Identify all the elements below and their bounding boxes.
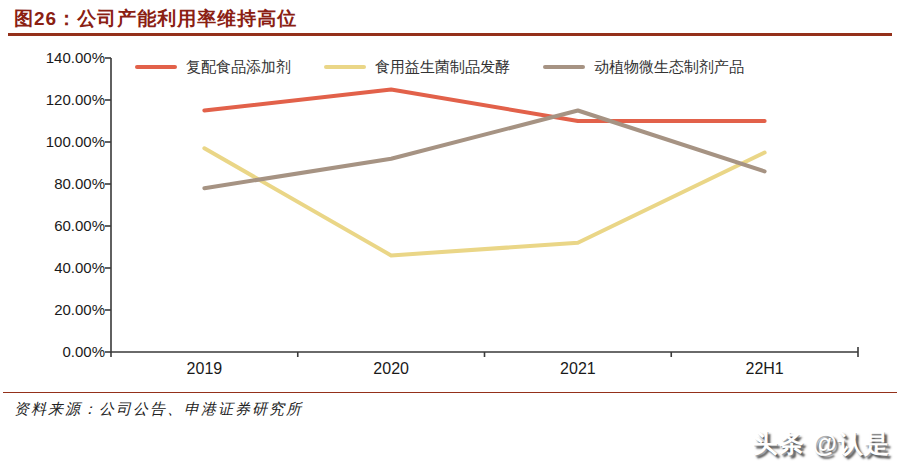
legend-label: 动植物微生态制剂产品	[594, 58, 744, 77]
source-note: 资料来源：公司公告、申港证券研究所	[14, 400, 303, 419]
chart-legend: 复配食品添加剂 食用益生菌制品发酵 动植物微生态制剂产品	[135, 58, 744, 76]
legend-line-swatch	[135, 65, 177, 69]
legend-item-3: 动植物微生态制剂产品	[543, 58, 744, 77]
legend-label: 复配食品添加剂	[186, 58, 291, 77]
watermark: 头条 @认是	[753, 427, 890, 460]
axis-lines	[111, 58, 858, 352]
legend-item-1: 复配食品添加剂	[135, 58, 291, 77]
legend-line-swatch	[543, 65, 585, 69]
legend-line-swatch	[324, 65, 366, 69]
series-line-1	[204, 90, 764, 122]
legend-label: 食用益生菌制品发酵	[375, 58, 510, 77]
footer-divider	[3, 392, 897, 393]
report-figure-page: { "header": { "title": "图26：公司产能利用率维持高位"…	[0, 0, 900, 465]
legend-item-2: 食用益生菌制品发酵	[324, 58, 510, 77]
series-line-2	[204, 148, 764, 255]
